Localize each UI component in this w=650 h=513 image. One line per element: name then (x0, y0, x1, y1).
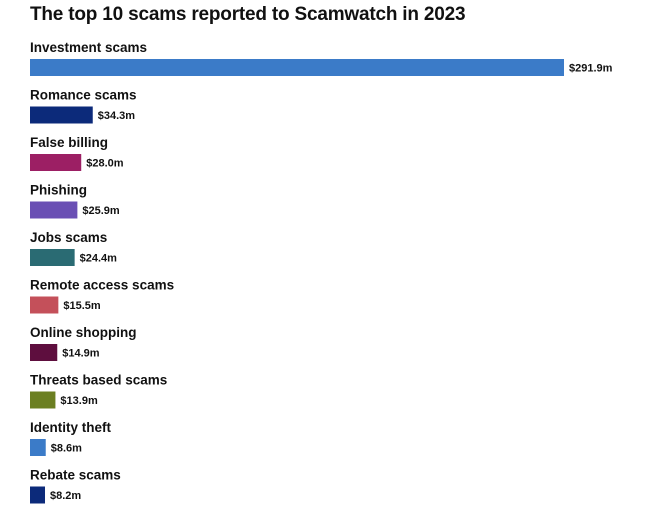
bar (30, 486, 46, 504)
bar (30, 344, 58, 361)
bar (30, 249, 75, 266)
category-label: Threats based scams (30, 373, 167, 388)
value-label: $15.5m (63, 300, 101, 312)
value-label: $291.9m (569, 63, 613, 75)
category-label: False billing (30, 135, 108, 150)
chart-title: The top 10 scams reported to Scamwatch i… (30, 4, 466, 25)
bar (30, 391, 56, 409)
category-label: Investment scams (30, 40, 147, 55)
category-label: Identity theft (30, 420, 111, 435)
category-label: Online shopping (30, 325, 137, 340)
bar (30, 59, 564, 76)
value-label: $8.6m (51, 443, 82, 455)
value-label: $24.4m (80, 253, 118, 265)
bar (30, 106, 93, 124)
category-label: Rebate scams (30, 468, 121, 483)
bar (30, 296, 59, 314)
value-label: $14.9m (62, 348, 100, 360)
category-label: Phishing (30, 183, 87, 198)
value-label: $28.0m (86, 158, 124, 170)
category-label: Remote access scams (30, 278, 174, 293)
value-label: $8.2m (50, 490, 81, 502)
bar (30, 201, 78, 219)
value-label: $13.9m (60, 395, 98, 407)
category-label: Romance scams (30, 88, 137, 103)
category-label: Jobs scams (30, 230, 107, 245)
value-label: $34.3m (98, 110, 136, 122)
bar (30, 439, 46, 456)
value-label: $25.9m (82, 205, 120, 217)
bar (30, 154, 82, 171)
